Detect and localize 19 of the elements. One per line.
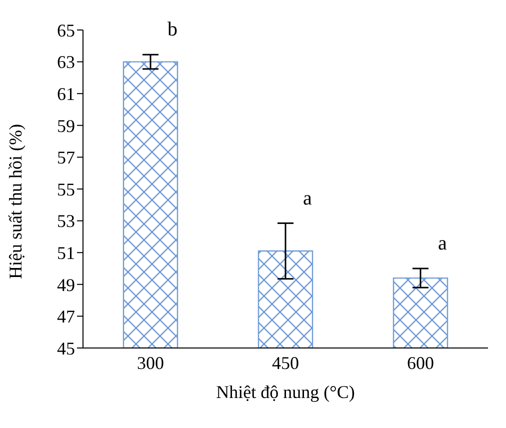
y-tick-label: 61 [57, 84, 75, 104]
annotation: b [168, 18, 178, 41]
y-tick-label: 53 [57, 211, 75, 232]
y-tick-label: 45 [57, 338, 75, 358]
y-tick-label: 51 [57, 242, 75, 263]
y-tick-label: 49 [57, 274, 75, 295]
x-tick-label: 600 [407, 352, 434, 373]
x-tick-label: 300 [137, 352, 164, 373]
y-tick-label: 57 [57, 148, 75, 168]
y-tick-label: 59 [57, 116, 75, 136]
annotation: a [303, 187, 312, 210]
y-tick-label: 47 [57, 306, 75, 327]
annotation: a [438, 232, 448, 255]
y-tick-label: 55 [57, 179, 75, 200]
y-axis-title: Hiệu suất thu hồi (%) [5, 124, 26, 279]
x-axis-title: Nhiệt độ nung (°C) [216, 382, 355, 402]
y-tick-label: 65 [57, 20, 75, 40]
x-tick-label: 450 [272, 352, 299, 373]
y-tick-label: 63 [57, 52, 75, 72]
